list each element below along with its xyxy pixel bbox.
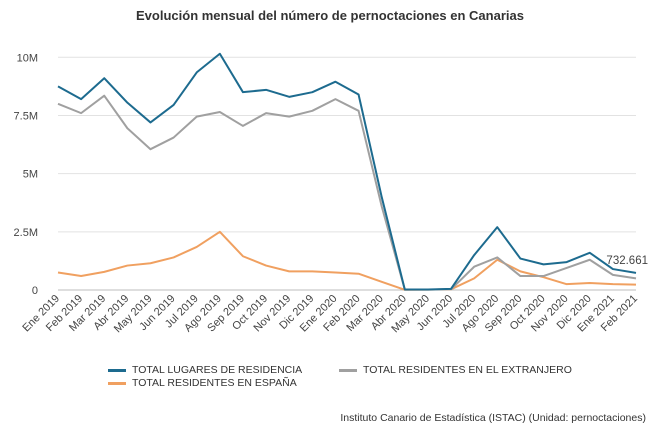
y-tick-label: 10M [17,52,38,64]
series-line-2 [57,230,637,291]
series-line-1 [57,94,637,291]
y-tick-label: 0 [32,285,38,297]
legend-item-espana[interactable]: TOTAL RESIDENTES EN ESPAÑA [108,377,297,389]
y-axis-ticks: 0 2.5M 5M 7.5M 10M [14,52,38,297]
legend-label-espana: TOTAL RESIDENTES EN ESPAÑA [132,377,297,389]
legend-label-total: TOTAL LUGARES DE RESIDENCIA [132,364,303,376]
legend-swatch-espana [108,381,126,385]
source-note: Instituto Canario de Estadística (ISTAC)… [340,412,646,424]
legend-item-extranjero[interactable]: TOTAL RESIDENTES EN EL EXTRANJERO [339,364,572,376]
series-line-0 [57,52,637,291]
legend-label-extranjero: TOTAL RESIDENTES EN EL EXTRANJERO [363,364,572,376]
grid-lines [58,56,636,291]
y-tick-label: 5M [23,169,38,181]
y-tick-label: 2.5M [14,227,38,239]
data-labels: 732.661 [606,255,648,267]
data-label: 732.661 [606,255,648,267]
legend-item-total[interactable]: TOTAL LUGARES DE RESIDENCIA [108,364,302,376]
legend-swatch-total [108,368,126,372]
chart-title: Evolución mensual del número de pernocta… [136,8,524,23]
y-tick-label: 7.5M [14,110,38,122]
series-lines [57,52,637,291]
legend-swatch-extranjero [339,368,357,372]
